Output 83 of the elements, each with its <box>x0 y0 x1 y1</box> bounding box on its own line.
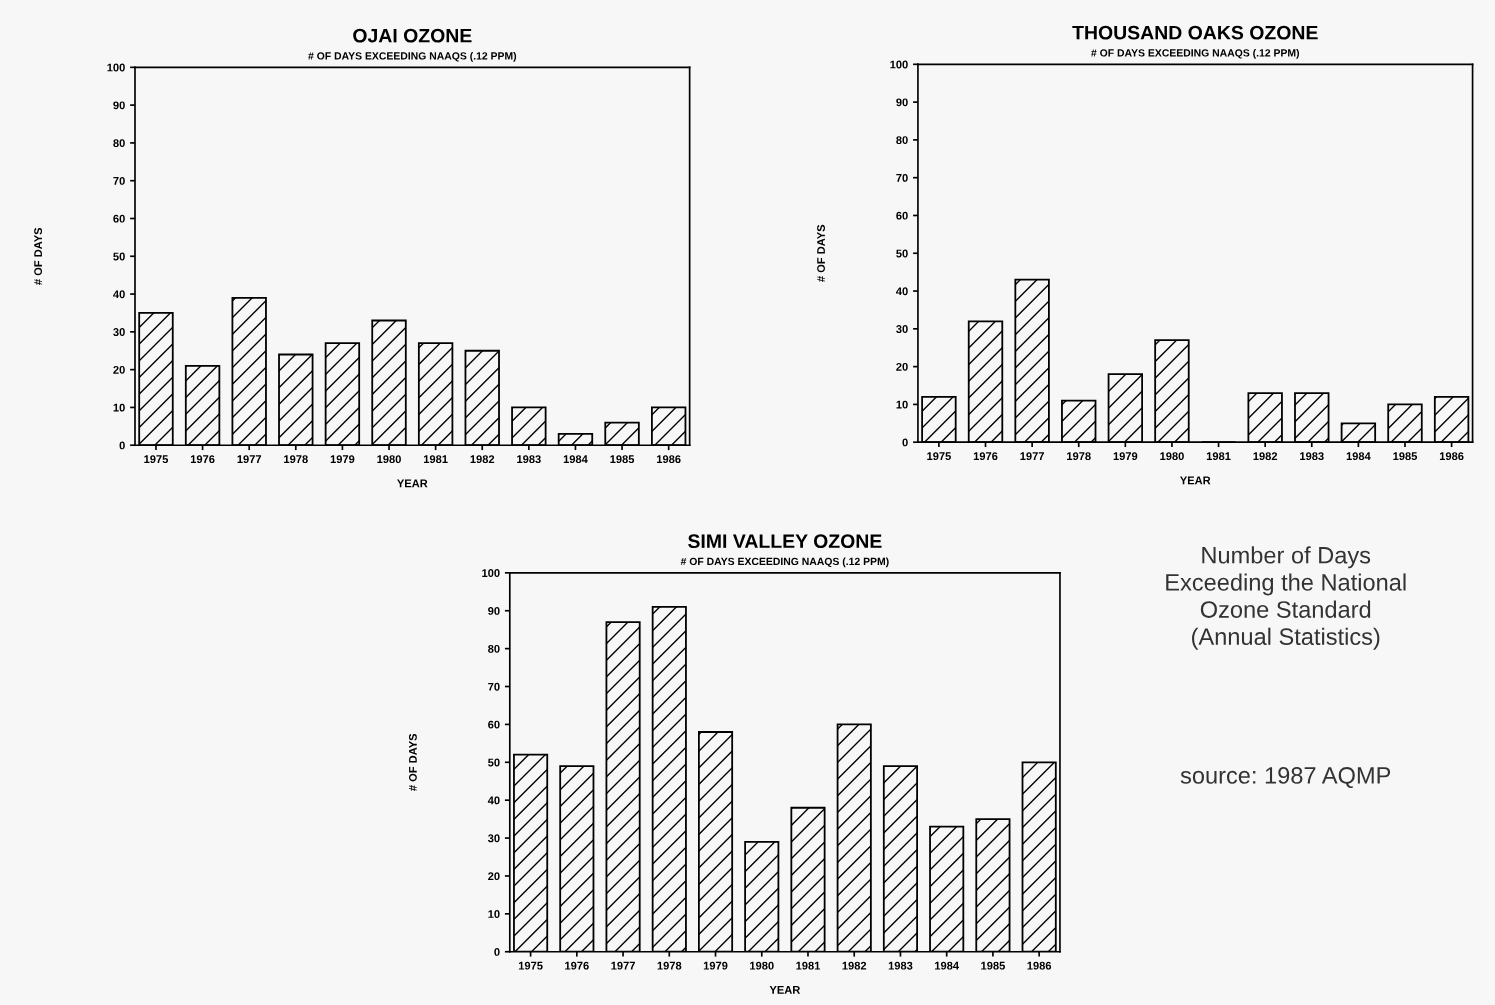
x-tick-label: 1982 <box>1253 452 1278 461</box>
x-tick-label: 1978 <box>657 961 682 970</box>
x-tick-label: 1980 <box>1160 452 1184 461</box>
y-tick-label: 90 <box>488 607 500 615</box>
y-tick-label: 50 <box>488 758 500 767</box>
y-tick-label: 10 <box>896 400 908 409</box>
y-tick-label: 60 <box>113 214 125 223</box>
x-axis-title: YEAR <box>1180 476 1211 485</box>
y-tick-label: 50 <box>113 252 125 261</box>
source-note: source: 1987 AQMP <box>1180 767 1391 789</box>
x-tick-label: 1981 <box>423 455 448 464</box>
x-tick-label: 1978 <box>1067 452 1091 461</box>
y-tick-label: 40 <box>113 290 125 299</box>
y-tick-label: 100 <box>482 569 500 577</box>
x-tick-label: 1976 <box>565 961 589 970</box>
x-tick-label: 1981 <box>1206 452 1231 461</box>
x-tick-label: 1977 <box>611 961 635 970</box>
x-tick-label: 1986 <box>1027 961 1052 970</box>
x-tick-label: 1984 <box>563 455 588 464</box>
y-tick-label: 40 <box>896 287 908 296</box>
x-tick-label: 1984 <box>1346 452 1371 461</box>
y-tick-label: 100 <box>107 63 125 72</box>
x-tick-label: 1983 <box>888 961 913 970</box>
x-tick-label: 1979 <box>1113 452 1138 461</box>
y-tick-label: 10 <box>113 403 125 412</box>
y-tick-label: 20 <box>113 365 125 374</box>
chart-title: OJAI OZONE <box>353 28 472 43</box>
x-tick-label: 1977 <box>237 455 262 464</box>
y-tick-label: 80 <box>113 139 125 148</box>
y-tick-label: 30 <box>487 834 500 843</box>
x-tick-label: 1976 <box>973 452 998 461</box>
y-tick-label: 60 <box>896 211 908 220</box>
x-tick-label: 1985 <box>1393 452 1418 461</box>
y-tick-label: 30 <box>113 328 125 336</box>
y-axis-title: # OF DAYS <box>408 733 417 791</box>
x-tick-label: 1975 <box>927 452 951 461</box>
x-tick-label: 1979 <box>703 961 728 970</box>
y-tick-label: 60 <box>488 720 500 729</box>
y-tick-label: 0 <box>902 438 908 447</box>
y-tick-label: 70 <box>113 176 125 185</box>
y-tick-label: 80 <box>488 644 500 653</box>
x-tick-label: 1982 <box>842 961 867 970</box>
x-tick-label: 1983 <box>517 455 541 464</box>
y-tick-label: 100 <box>890 60 908 69</box>
x-tick-label: 1983 <box>1300 452 1324 461</box>
x-tick-label: 1980 <box>377 455 401 464</box>
x-tick-label: 1979 <box>330 455 355 464</box>
x-tick-label: 1975 <box>518 961 543 970</box>
x-tick-label: 1985 <box>610 455 635 464</box>
chart-title: SIMI VALLEY OZONE <box>688 534 882 549</box>
x-tick-label: 1985 <box>981 961 1005 970</box>
x-tick-label: 1981 <box>796 961 821 970</box>
y-tick-label: 70 <box>488 682 500 691</box>
x-tick-label: 1976 <box>190 455 215 464</box>
x-tick-label: 1978 <box>284 455 308 464</box>
x-tick-label: 1986 <box>657 455 681 464</box>
x-tick-label: 1977 <box>1020 452 1044 461</box>
y-tick-label: 0 <box>494 948 500 956</box>
y-tick-label: 0 <box>119 441 125 450</box>
chart-subtitle: # OF DAYS EXCEEDING NAAQS (.12 PPM) <box>308 51 517 62</box>
y-tick-label: 70 <box>896 173 908 182</box>
y-tick-label: 90 <box>113 101 125 110</box>
x-axis-title: YEAR <box>769 986 801 994</box>
x-tick-label: 1986 <box>1439 452 1464 461</box>
chart-title: THOUSAND OAKS OZONE <box>1072 25 1318 40</box>
y-tick-label: 90 <box>896 98 908 107</box>
y-tick-label: 20 <box>488 872 500 881</box>
y-tick-label: 80 <box>896 136 908 145</box>
text: Number of Days Exceeding the National Ozone Standard (Annual Statistics) <box>1166 546 1406 650</box>
x-tick-label: 1984 <box>935 961 959 970</box>
y-tick-label: 40 <box>487 796 500 805</box>
x-tick-label: 1982 <box>470 455 495 464</box>
y-axis-title: # OF DAYS <box>34 227 43 285</box>
y-tick-label: 20 <box>896 362 908 371</box>
y-tick-label: 50 <box>896 249 908 258</box>
y-tick-label: 30 <box>896 325 908 333</box>
x-axis-title: YEAR <box>397 479 428 488</box>
y-tick-label: 10 <box>488 910 500 918</box>
chart-subtitle: # OF DAYS EXCEEDING NAAQS (.12 PPM) <box>680 557 889 568</box>
y-axis-title: # OF DAYS <box>817 224 825 282</box>
x-tick-label: 1975 <box>144 455 169 464</box>
chart-subtitle: # OF DAYS EXCEEDING NAAQS (.12 PPM) <box>1091 48 1300 59</box>
x-tick-label: 1980 <box>750 961 774 970</box>
